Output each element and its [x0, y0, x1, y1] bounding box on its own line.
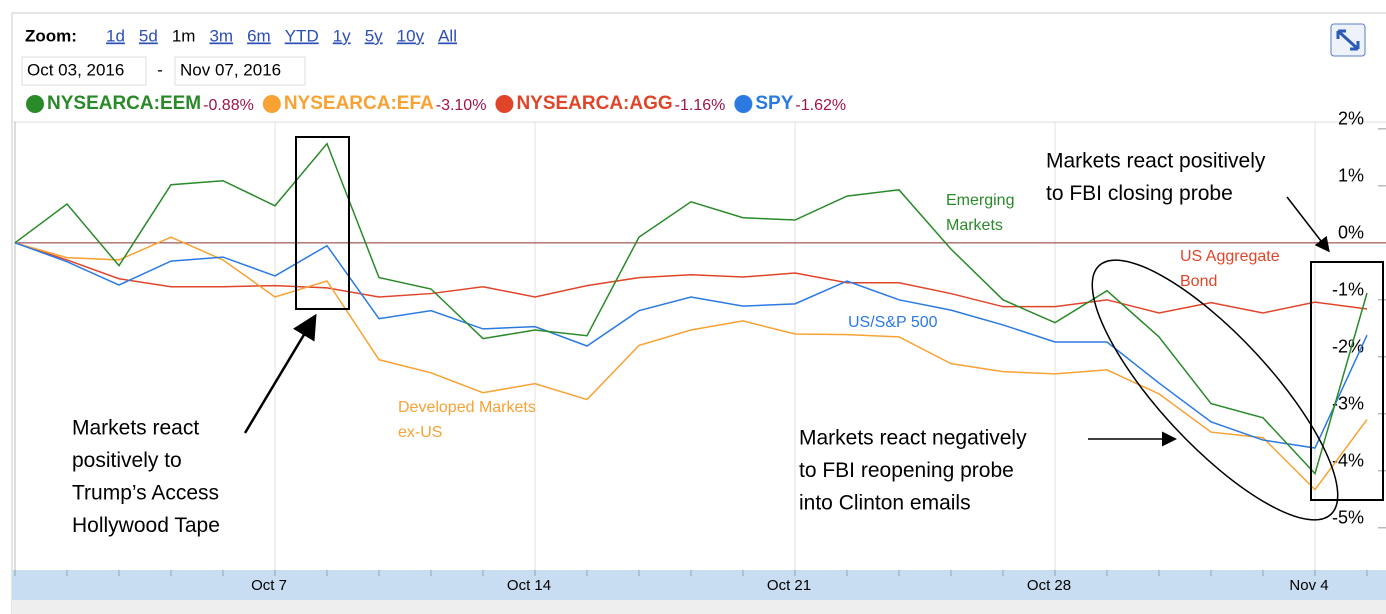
legend-dot [26, 95, 44, 113]
zoom-selected: 1m [172, 26, 196, 45]
zoom-link[interactable]: 3m [209, 26, 233, 45]
date-to: Nov 07, 2016 [180, 60, 281, 79]
y-tick-label: 1% [1338, 166, 1364, 186]
annotation: Markets react negatively [799, 427, 1027, 450]
series-line [14, 242, 1368, 314]
y-tick-label: 2% [1338, 109, 1364, 129]
legend-name: NYSEARCA:EEM [47, 93, 201, 114]
legend-dot [262, 95, 281, 113]
highlight-box [295, 136, 350, 310]
series-line [14, 242, 1368, 449]
scrollbar [12, 600, 1386, 614]
zoom-link[interactable]: 1y [333, 26, 351, 45]
legend-change: -1.16% [675, 97, 726, 114]
x-tick-label: Oct 28 [1027, 577, 1071, 594]
zoom-link[interactable]: 10y [397, 26, 425, 45]
legend-change: -3.10% [436, 97, 487, 114]
series-label: ex-US [398, 424, 442, 441]
series-label: Markets [946, 217, 1003, 234]
zoom-link[interactable]: 5d [139, 26, 158, 45]
x-tick-label: Nov 4 [1289, 577, 1328, 594]
annotation: to FBI reopening probe [799, 459, 1014, 482]
annotation: into Clinton emails [799, 492, 971, 515]
annotation: to FBI closing probe [1046, 182, 1233, 205]
legend-name: NYSEARCA:EFA [284, 93, 434, 114]
series-label: US/S&P 500 [848, 314, 938, 331]
zoom-link[interactable]: 1d [106, 26, 125, 45]
legend-name: SPY [755, 93, 793, 114]
series-label: US Aggregate [1180, 248, 1280, 265]
date-to-box[interactable] [174, 56, 306, 86]
legend-dot [495, 95, 514, 113]
date-from: Oct 03, 2016 [27, 60, 124, 79]
y-tick-label: -2% [1332, 337, 1364, 357]
zoom-link[interactable]: 6m [247, 26, 271, 45]
y-tick-label: -3% [1332, 394, 1364, 414]
x-tick-label: Oct 14 [507, 577, 551, 594]
legend-name: NYSEARCA:AGG [516, 93, 672, 114]
legend-change: -0.88% [203, 97, 254, 114]
annotation: Hollywood Tape [72, 514, 220, 537]
series-label: Bond [1180, 273, 1217, 290]
y-tick-label: 0% [1338, 223, 1364, 243]
y-tick-label: -5% [1332, 508, 1364, 528]
zoom-link[interactable]: 5y [365, 26, 383, 45]
zoom-link[interactable]: YTD [285, 26, 319, 45]
zoom-link[interactable]: All [438, 26, 457, 45]
y-tick-label: -1% [1332, 280, 1364, 300]
highlight-ellipse [1091, 259, 1339, 521]
highlight-box [1310, 261, 1384, 501]
annotation: Trump’s Access [72, 482, 219, 505]
series-line [14, 236, 1368, 491]
annotation: Markets react positively [1046, 150, 1266, 173]
x-tick-label: Oct 7 [251, 577, 287, 594]
arrow [1286, 196, 1330, 253]
expand-icon [1336, 29, 1360, 51]
x-tick-label: Oct 21 [767, 577, 811, 594]
x-axis-band [12, 570, 1386, 600]
series-label: Emerging [946, 192, 1014, 209]
legend-change: -1.62% [795, 97, 846, 114]
date-from-box[interactable] [21, 56, 147, 86]
series-label: Developed Markets [398, 399, 536, 416]
zoom-label: Zoom: [25, 26, 77, 45]
legend-dot [734, 95, 753, 113]
date-separator: - [157, 60, 163, 79]
annotation: positively to [72, 449, 182, 472]
arrow [243, 313, 317, 434]
series-line [14, 142, 1368, 476]
annotation: Markets react [72, 417, 199, 440]
